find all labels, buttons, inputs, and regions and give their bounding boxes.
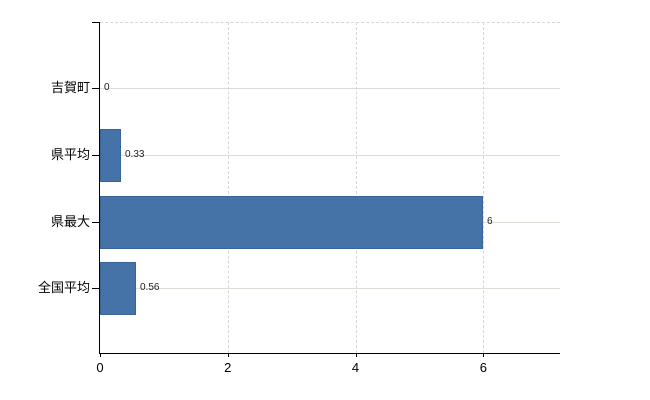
gridline-vertical bbox=[355, 22, 357, 353]
y-axis-tick bbox=[92, 288, 99, 289]
gridline-vertical bbox=[483, 22, 485, 353]
y-axis-line bbox=[99, 22, 100, 353]
x-axis-tick bbox=[100, 353, 101, 357]
gridline-vertical bbox=[227, 22, 229, 353]
y-axis-tick bbox=[92, 88, 99, 89]
y-axis-end-tick bbox=[92, 22, 99, 23]
bar-県平均[interactable] bbox=[100, 129, 121, 182]
x-tick-label: 0 bbox=[96, 360, 104, 375]
category-label-吉賀町: 吉賀町 bbox=[50, 80, 90, 95]
x-tick-label: 2 bbox=[224, 360, 232, 375]
x-axis-line bbox=[99, 353, 560, 354]
x-axis-tick bbox=[483, 353, 485, 357]
gridline-horizontal bbox=[100, 88, 560, 89]
category-label-全国平均: 全国平均 bbox=[37, 280, 90, 295]
gridline-horizontal bbox=[100, 288, 560, 289]
x-axis-tick bbox=[355, 353, 357, 357]
bar-全国平均[interactable] bbox=[100, 262, 136, 315]
category-label-県平均: 県平均 bbox=[50, 147, 90, 162]
plot-area: 0 0.33 6 0.56 bbox=[99, 22, 560, 354]
bar-value-label: 6 bbox=[487, 216, 493, 227]
bar-県最大[interactable] bbox=[100, 196, 483, 249]
x-tick-label: 4 bbox=[351, 360, 360, 375]
y-axis-tick bbox=[92, 222, 99, 223]
y-axis-tick bbox=[92, 155, 99, 156]
category-label-県最大: 県最大 bbox=[50, 214, 90, 229]
x-axis-tick bbox=[227, 353, 229, 357]
x-tick-label: 6 bbox=[479, 360, 487, 375]
bar-value-label: 0.33 bbox=[125, 149, 145, 160]
gridline-horizontal bbox=[100, 155, 560, 156]
bar-value-label: 0.56 bbox=[140, 282, 160, 293]
plot-top-border bbox=[100, 22, 560, 23]
bar-value-label: 0 bbox=[104, 82, 110, 93]
